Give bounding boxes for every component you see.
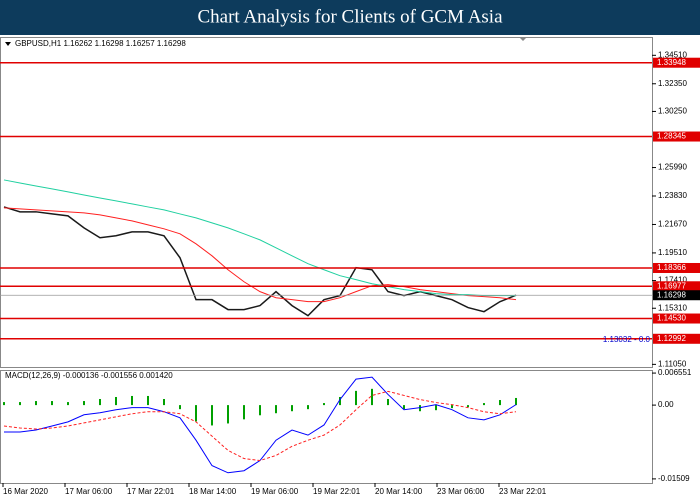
- x-tick-label: 17 Mar 06:00: [65, 487, 113, 496]
- macd-bar: [3, 402, 5, 406]
- x-tick-label: 16 Mar 2020: [3, 487, 48, 496]
- level-label: 1.12992: [657, 334, 686, 343]
- current-price-box: [653, 290, 700, 301]
- signal-line: [3, 390, 517, 462]
- macd-bar: [467, 405, 469, 408]
- macd-tick-label: -0.01509: [658, 474, 690, 483]
- price-line: [3, 207, 517, 303]
- macd-bar: [67, 402, 69, 406]
- price-panel: [0, 37, 653, 368]
- macd-line: [4, 376, 517, 474]
- fib-label: 1.13032 - 0.0: [603, 335, 651, 344]
- current-price-label: 1.16298: [657, 290, 686, 299]
- price-line: [3, 179, 516, 297]
- macd-bar: [211, 405, 213, 426]
- x-tick-label: 19 Mar 06:00: [251, 487, 299, 496]
- collapse-icon: [5, 42, 11, 46]
- macd-bar: [403, 405, 405, 410]
- x-tick-label: 17 Mar 22:01: [127, 487, 175, 496]
- macd-bar: [195, 405, 197, 422]
- macd-bar: [419, 405, 421, 412]
- macd-bar: [83, 401, 85, 406]
- x-tick-label: 19 Mar 22:01: [313, 487, 361, 496]
- macd-bar: [227, 405, 229, 424]
- chart-title: Chart Analysis for Clients of GCM Asia: [197, 6, 503, 27]
- macd-bar: [243, 405, 245, 420]
- y-tick-label: 1.34510: [658, 50, 687, 59]
- level-label: 1.33948: [657, 58, 686, 67]
- macd-tick-label: 0.00: [658, 400, 674, 409]
- macd-bar: [259, 405, 261, 416]
- level-label-box: [653, 57, 700, 68]
- macd-panel: [0, 370, 653, 484]
- macd-bar: [115, 396, 117, 406]
- y-tick-label: 1.30250: [658, 107, 687, 116]
- y-tick-label: 1.19510: [658, 248, 687, 257]
- shift-marker: [519, 37, 527, 41]
- macd-bar: [371, 388, 373, 406]
- y-tick-label: 1.23830: [658, 191, 687, 200]
- macd-bar: [51, 401, 53, 406]
- macd-bar: [275, 405, 277, 414]
- level-label-box: [653, 131, 700, 142]
- macd-bar: [163, 398, 165, 406]
- macd-bar: [99, 398, 101, 406]
- level-label: 1.16977: [657, 281, 686, 290]
- macd-bar: [499, 400, 501, 406]
- macd-bar: [387, 398, 389, 406]
- macd-bar: [339, 396, 341, 406]
- macd-label: MACD(12,26,9) -0.000136 -0.001556 0.0014…: [5, 371, 173, 380]
- title-bar: [0, 0, 700, 35]
- x-tick-label: 23 Mar 22:01: [499, 487, 547, 496]
- macd-bar: [307, 405, 309, 410]
- macd-bar: [19, 402, 21, 406]
- x-tick-label: 20 Mar 14:00: [375, 487, 423, 496]
- level-label: 1.18366: [657, 263, 686, 272]
- macd-bar: [355, 390, 357, 406]
- macd-tick-label: 0.006551: [658, 368, 692, 377]
- price-line: [3, 206, 517, 317]
- level-label-box: [653, 262, 700, 273]
- macd-bar: [483, 403, 485, 406]
- macd-bar: [323, 403, 325, 406]
- macd-bar: [147, 395, 149, 406]
- macd-bar: [515, 397, 517, 406]
- level-label-box: [653, 313, 700, 324]
- macd-bar: [435, 405, 437, 411]
- level-label: 1.28345: [657, 132, 686, 141]
- y-tick-label: 1.25990: [658, 163, 687, 172]
- macd-bar: [451, 405, 453, 409]
- macd-bar: [179, 405, 181, 410]
- y-tick-label: 1.17410: [658, 276, 687, 285]
- y-tick-label: 1.15310: [658, 303, 687, 312]
- symbol-header: GBPUSD,H1 1.16262 1.16298 1.16257 1.1629…: [15, 39, 186, 48]
- x-tick-label: 23 Mar 06:00: [437, 487, 485, 496]
- macd-bar: [291, 405, 293, 412]
- level-label-box: [653, 333, 700, 344]
- macd-bar: [35, 401, 37, 406]
- y-tick-label: 1.21670: [658, 220, 687, 229]
- y-tick-label: 1.32350: [658, 79, 687, 88]
- x-tick-label: 18 Mar 14:00: [189, 487, 237, 496]
- macd-bar: [131, 395, 133, 406]
- level-label: 1.14530: [657, 314, 686, 323]
- level-label-box: [653, 281, 700, 292]
- y-tick-label: 1.11050: [658, 359, 687, 368]
